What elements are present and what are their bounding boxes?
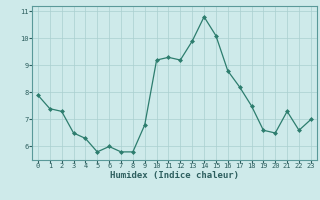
X-axis label: Humidex (Indice chaleur): Humidex (Indice chaleur)	[110, 171, 239, 180]
